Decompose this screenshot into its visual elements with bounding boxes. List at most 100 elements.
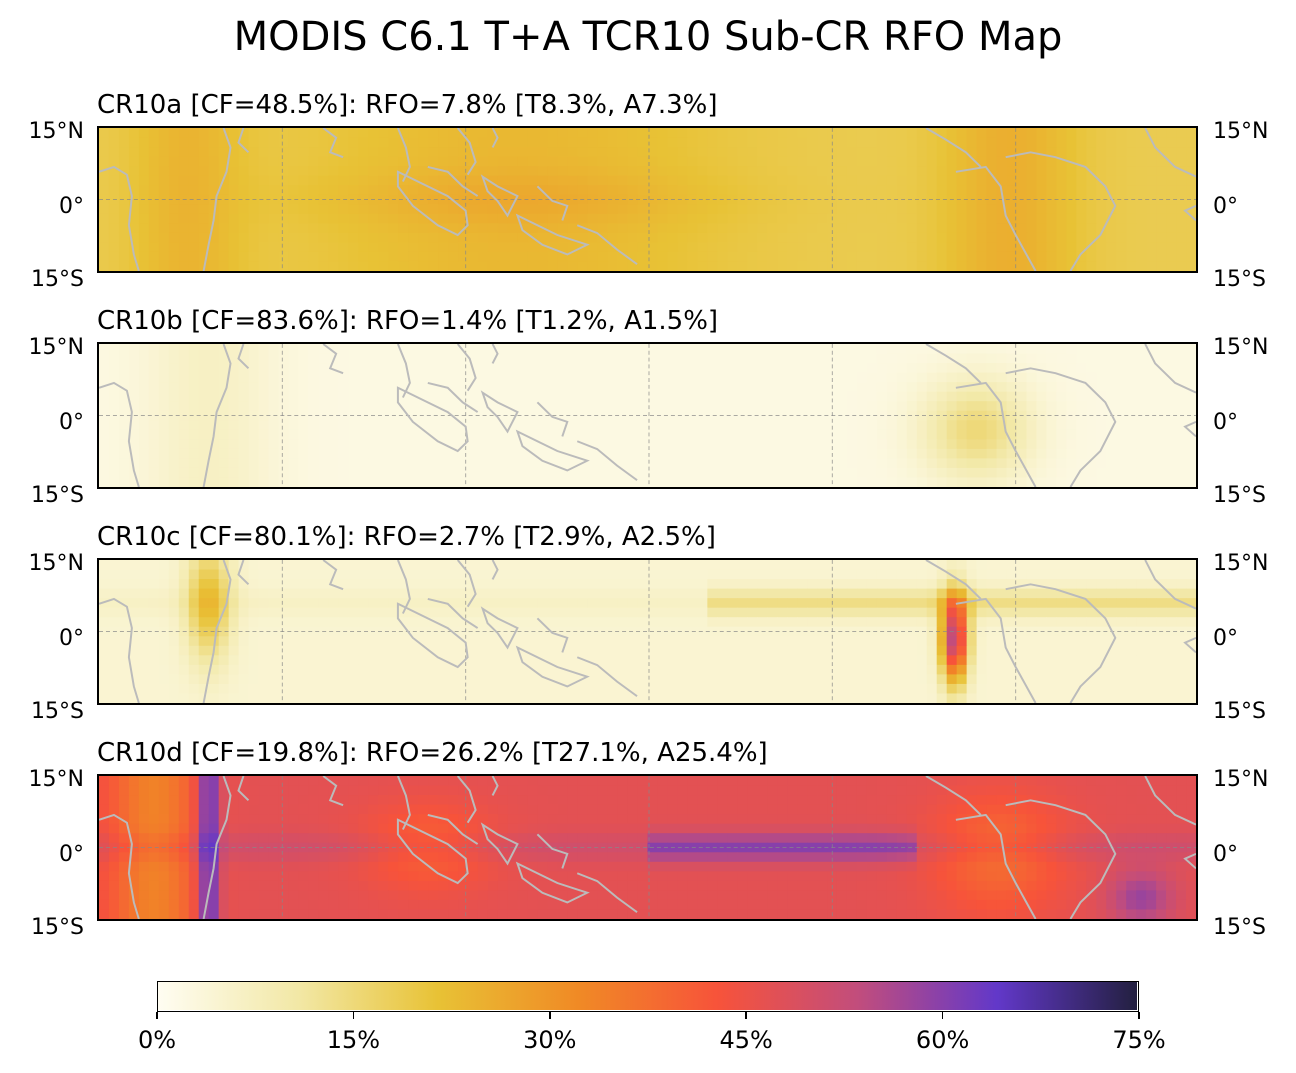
rfo-cell [428, 664, 439, 675]
rfo-cell [996, 458, 1008, 469]
rfo-cell [298, 598, 310, 609]
rfo-cell [328, 439, 339, 450]
rfo-cell [627, 223, 639, 234]
rfo-cell [916, 175, 928, 186]
rfo-cell [338, 467, 349, 479]
rfo-cell [388, 372, 399, 383]
rfo-cell [936, 655, 948, 666]
rfo-cell [787, 242, 798, 253]
rfo-cell [687, 204, 698, 215]
rfo-cell [846, 467, 858, 479]
rfo-cell [527, 636, 539, 647]
rfo-cell [567, 353, 579, 364]
rfo-cell [906, 477, 918, 487]
rfo-cell [188, 382, 200, 393]
rfo-cell [836, 213, 848, 224]
rfo-cell [687, 655, 698, 666]
rfo-cell [697, 448, 708, 459]
rfo-cell [886, 569, 898, 580]
rfo-cell [288, 467, 300, 479]
rfo-cell [946, 458, 958, 469]
rfo-cell [108, 175, 120, 186]
rfo-cell [557, 251, 569, 263]
rfo-cell [438, 213, 449, 224]
rfo-cell [238, 232, 250, 243]
rfo-cell [767, 175, 778, 186]
rfo-cell [238, 223, 250, 234]
rfo-cell [1066, 382, 1077, 393]
rfo-cell [627, 391, 639, 402]
rfo-cell [936, 232, 948, 243]
rfo-cell [1076, 185, 1087, 196]
rfo-cell [1086, 372, 1097, 383]
rfo-cell [328, 664, 339, 675]
rfo-cell [577, 185, 589, 196]
rfo-cell [667, 147, 679, 158]
rfo-cell [777, 223, 788, 234]
rfo-cell [836, 223, 848, 234]
rfo-cell [438, 156, 449, 167]
rfo-cell [448, 128, 459, 139]
rfo-cell [208, 223, 220, 234]
rfo-cell [866, 674, 878, 685]
rfo-cell [807, 467, 818, 479]
rfo-cell [1166, 363, 1177, 374]
rfo-cell [118, 674, 130, 685]
rfo-cell [118, 448, 130, 459]
rfo-cell [1116, 683, 1127, 695]
rfo-cell [637, 448, 649, 459]
rfo-cell [338, 560, 349, 571]
rfo-cell [836, 401, 848, 412]
rfo-cell [1106, 185, 1117, 196]
rfo-cell [797, 344, 808, 355]
rfo-cell [817, 137, 828, 148]
rfo-cell [188, 588, 200, 599]
rfo-cell [428, 420, 439, 431]
rfo-cell [1106, 363, 1117, 374]
rfo-cell [168, 607, 180, 618]
rfo-cell [647, 467, 659, 479]
rfo-cell [637, 429, 649, 440]
rfo-cell [737, 636, 748, 647]
rfo-cell [976, 439, 988, 450]
rfo-cell [428, 261, 439, 271]
rfo-cell [727, 204, 738, 215]
rfo-cell [477, 147, 489, 158]
rfo-cell [408, 242, 419, 253]
rfo-cell [1116, 344, 1127, 355]
rfo-cell [1006, 156, 1018, 167]
rfo-cell [667, 382, 679, 393]
rfo-cell [1126, 588, 1137, 599]
rfo-cell [866, 372, 878, 383]
rfo-cell [1166, 560, 1177, 571]
rfo-cell [976, 344, 988, 355]
rfo-cell [1116, 560, 1127, 571]
rfo-cell [487, 401, 499, 412]
rfo-cell [1176, 617, 1187, 628]
rfo-cell [198, 232, 210, 243]
rfo-cell [228, 683, 240, 695]
rfo-cell [986, 137, 998, 148]
rfo-cell [148, 213, 160, 224]
rfo-cell [617, 185, 629, 196]
rfo-cell [328, 655, 339, 666]
rfo-cell [1166, 128, 1177, 139]
rfo-cell [1176, 175, 1187, 186]
rfo-cell [1106, 137, 1117, 148]
rfo-cell [438, 128, 449, 139]
rfo-cell [986, 439, 998, 450]
rfo-cell [118, 645, 130, 656]
rfo-cell [388, 645, 399, 656]
rfo-cell [1106, 683, 1117, 695]
rfo-cell [607, 410, 619, 421]
rfo-cell [717, 344, 728, 355]
rfo-cell [1136, 223, 1147, 234]
rfo-cell [298, 655, 310, 666]
rfo-cell [378, 477, 389, 487]
rfo-cell [637, 655, 649, 666]
rfo-cell [448, 598, 459, 609]
rfo-cell [477, 448, 489, 459]
rfo-cell [1046, 598, 1057, 609]
rfo-cell [757, 261, 768, 271]
rfo-cell [797, 391, 808, 402]
